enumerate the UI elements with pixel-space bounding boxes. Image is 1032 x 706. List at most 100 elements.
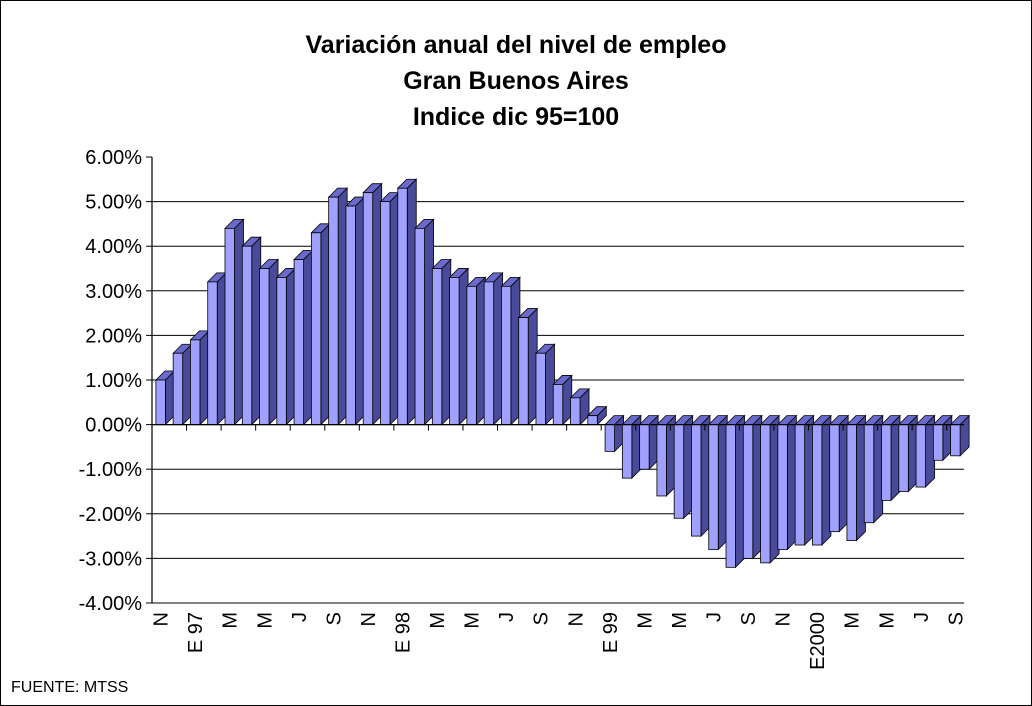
chart-title: Variación anual del nivel de empleo	[305, 31, 727, 59]
y-tick-label: 5.00%	[85, 192, 142, 214]
bar	[258, 258, 280, 426]
y-tick-label: 2.00%	[85, 325, 142, 347]
bar-front	[587, 415, 598, 425]
bar	[569, 387, 590, 426]
bar	[535, 343, 556, 426]
bar-front	[725, 424, 736, 568]
bar	[241, 236, 262, 426]
bar	[604, 414, 625, 453]
bar-front	[259, 268, 270, 426]
bar-front	[190, 339, 201, 425]
bar-front	[449, 277, 460, 426]
bar	[638, 414, 660, 471]
bar-front	[380, 201, 391, 426]
bar	[759, 414, 781, 564]
bar	[915, 414, 936, 489]
bar	[707, 414, 729, 551]
bar	[344, 196, 366, 426]
y-tick-label: -1.00%	[79, 459, 143, 481]
bar-front	[742, 424, 754, 559]
bar-front	[241, 245, 253, 425]
x-tick-label: J	[289, 612, 311, 622]
x-tick-label: N	[565, 612, 587, 626]
bar-front	[604, 424, 615, 452]
bar-front	[501, 285, 512, 425]
chart-titles: Variación anual del nivel de empleo Gran…	[1, 27, 1031, 135]
bar-front	[518, 317, 529, 425]
x-tick-label: M	[669, 612, 691, 629]
y-tick-label: 3.00%	[85, 281, 142, 303]
x-tick-label: E 97	[185, 612, 207, 653]
bar-front	[310, 232, 322, 426]
bar	[690, 414, 711, 538]
bar-front	[414, 227, 425, 426]
bar	[327, 187, 349, 426]
bars	[154, 178, 971, 569]
bar-front	[811, 424, 823, 546]
y-tick-labels: 6.00% 5.00% 4.00% 3.00% 2.00% 1.00% 0.00% -1.00…	[79, 147, 143, 615]
bar-front	[155, 379, 166, 425]
chart-subtitle: Gran Buenos Aires	[403, 67, 629, 95]
bar	[621, 414, 642, 480]
bar	[293, 249, 314, 426]
bar-front	[276, 277, 287, 426]
bar-front	[172, 352, 184, 425]
bar	[500, 276, 521, 426]
bar-front	[950, 424, 961, 457]
bar	[897, 414, 919, 493]
x-tick-label: M	[220, 612, 242, 629]
bar	[794, 414, 815, 546]
chart-subtitle-2: Indice dic 95=100	[412, 103, 620, 131]
bar	[172, 343, 193, 426]
bar-front	[932, 424, 944, 461]
bar	[932, 414, 953, 462]
bar-front	[881, 424, 892, 501]
bar-front	[846, 424, 857, 541]
bar-front	[207, 281, 218, 426]
y-tick-label: -3.00%	[79, 548, 143, 570]
bar	[275, 267, 297, 426]
bar	[586, 405, 608, 426]
x-tick-label: M	[462, 612, 484, 629]
bar	[776, 414, 798, 551]
bar-front	[345, 205, 356, 425]
bar-front	[570, 397, 581, 425]
bar	[880, 414, 901, 502]
bar-front	[621, 424, 633, 479]
bar	[811, 414, 832, 546]
bar-front	[863, 424, 875, 524]
bar	[655, 414, 677, 497]
bar	[845, 414, 867, 542]
bar-front	[760, 424, 771, 564]
bar-front	[691, 424, 702, 537]
bar	[414, 218, 435, 426]
bar	[517, 307, 539, 426]
x-tick-label: E2000	[807, 612, 829, 670]
x-tick-label: J	[703, 612, 725, 622]
bar-front	[224, 227, 235, 426]
x-tick-label: E 99	[600, 612, 622, 653]
bar	[379, 191, 400, 426]
bar-front	[656, 424, 667, 497]
x-tick-label: S	[738, 612, 760, 625]
x-tick-label: M	[254, 612, 276, 629]
y-tick-label: 1.00%	[85, 370, 142, 392]
x-tick-label: S	[323, 612, 345, 625]
bar	[725, 414, 746, 569]
bar-front	[898, 424, 909, 492]
x-tick-label: N	[358, 612, 380, 626]
bar-front	[397, 187, 408, 426]
x-tick-label: M	[842, 612, 864, 629]
x-tick-label: J	[496, 612, 518, 622]
x-tick-label: M	[427, 612, 449, 629]
bar-front	[673, 424, 685, 519]
bar	[742, 414, 763, 560]
bar	[189, 329, 210, 426]
bar	[552, 374, 573, 426]
bar	[362, 182, 383, 426]
bar	[949, 414, 971, 457]
bar-front	[483, 281, 495, 426]
x-tick-label: J	[911, 612, 933, 622]
